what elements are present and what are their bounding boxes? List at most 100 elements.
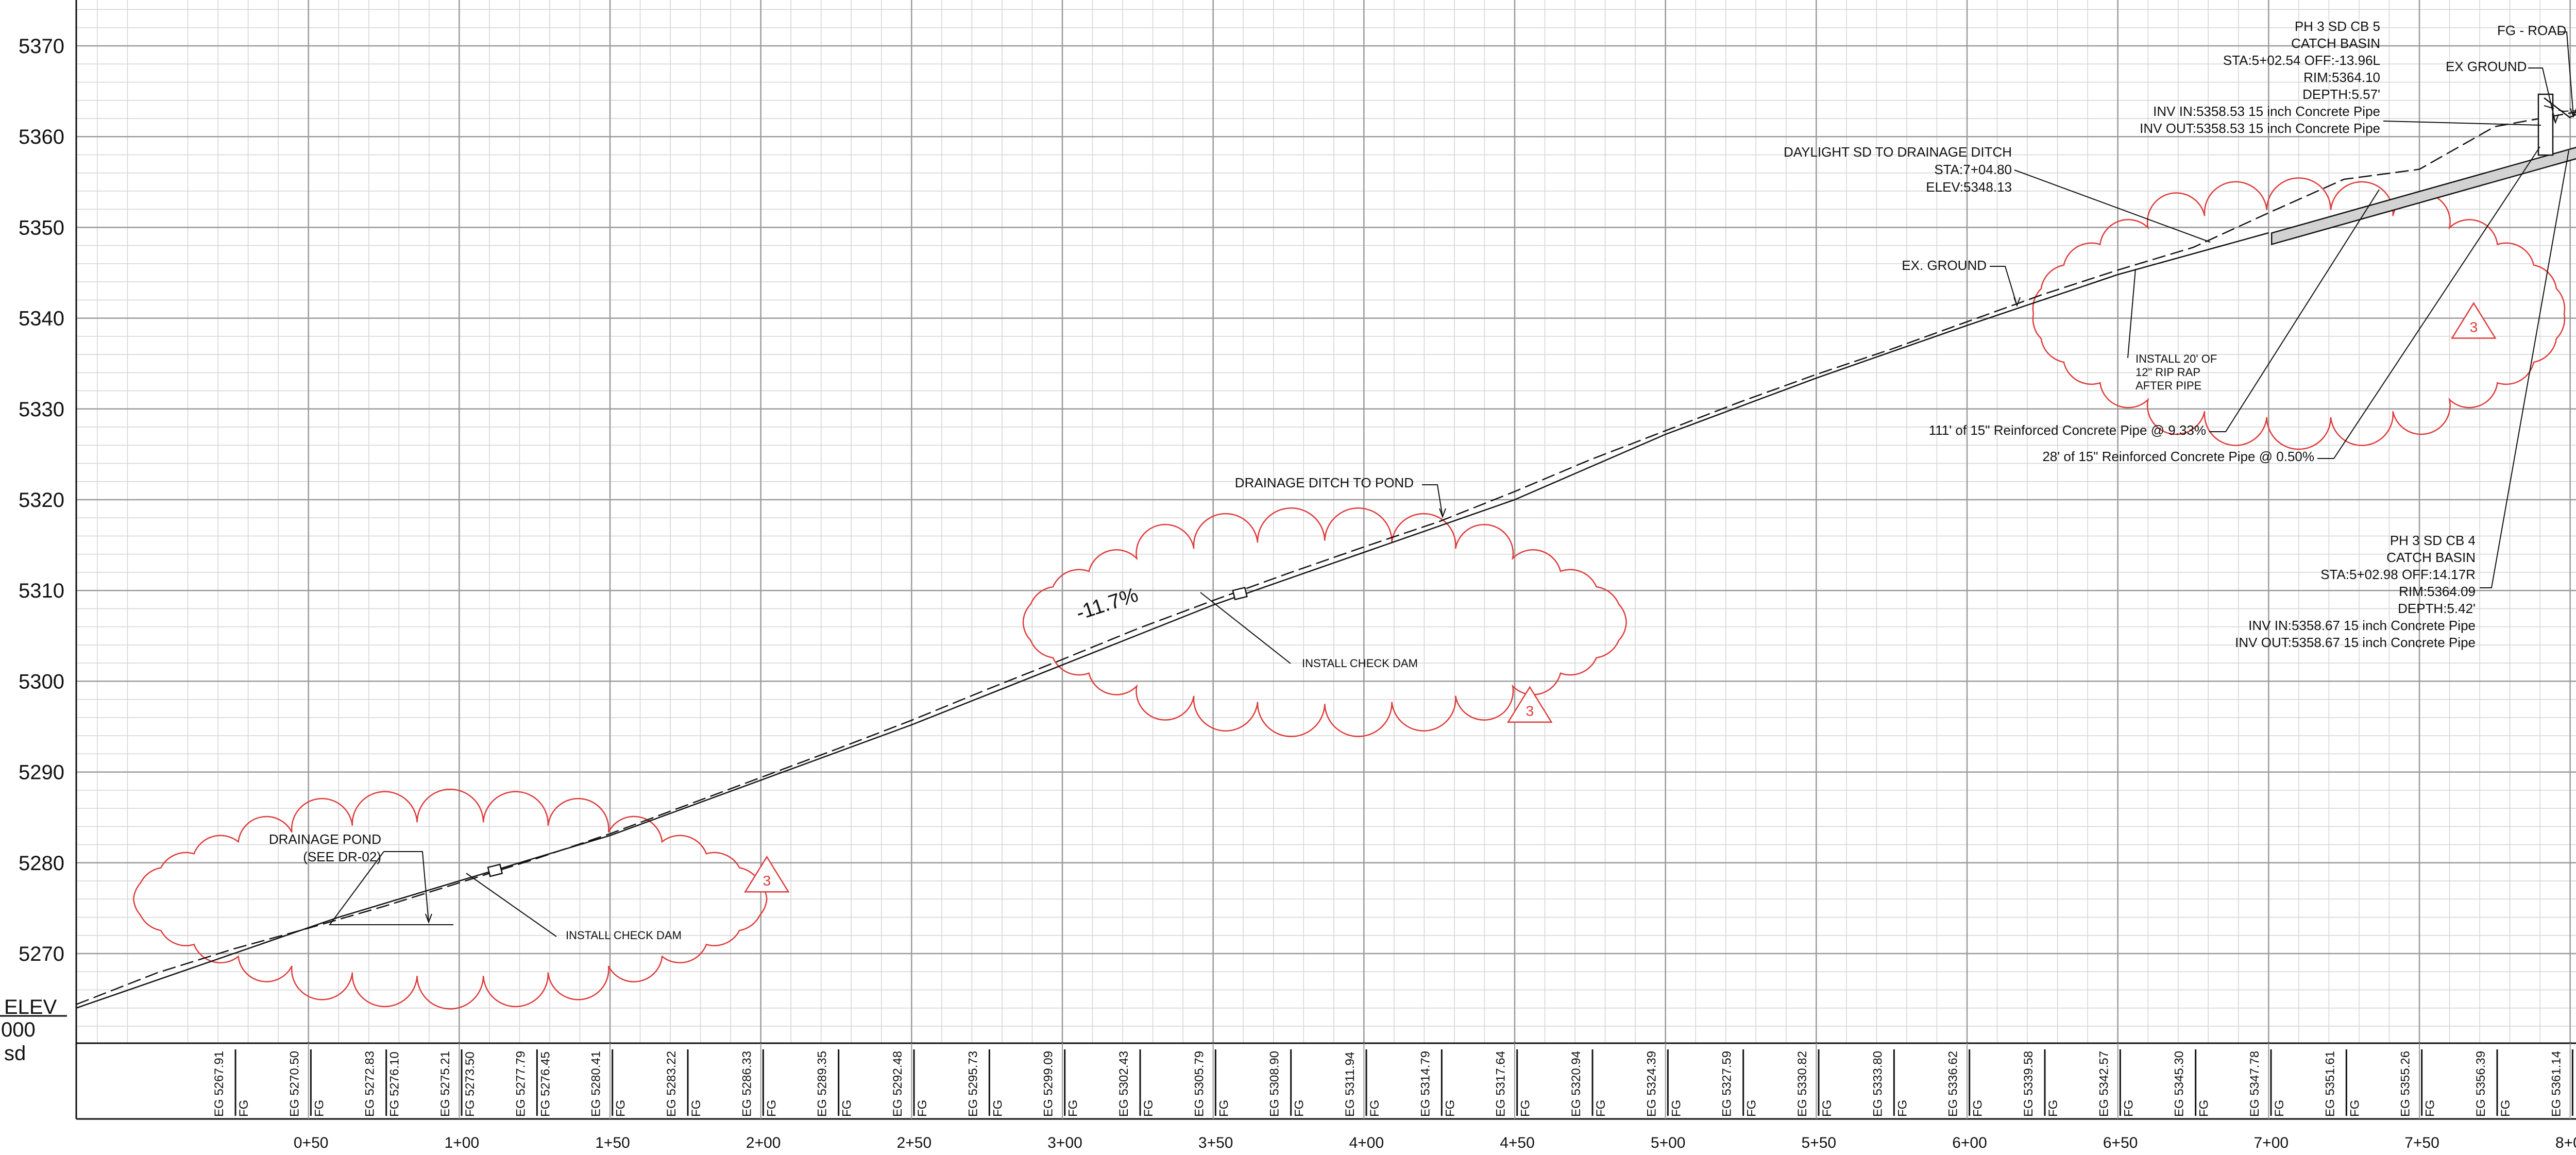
eg-value: EG 5356.39	[2474, 1051, 2488, 1117]
y-side-label-1: 000	[1, 1018, 36, 1041]
revision-number: 3	[1526, 703, 1534, 719]
x-tick-label: 3+00	[1047, 1134, 1082, 1151]
fg-value: FG	[916, 1100, 929, 1117]
fg-value: FG	[2348, 1100, 2362, 1117]
fg-value: FG	[1895, 1100, 1909, 1117]
y-side-label-2: sd	[4, 1042, 26, 1065]
fg-value: FG	[1066, 1100, 1080, 1117]
fg-value: FG	[689, 1100, 703, 1117]
revision-cloud	[132, 788, 768, 1010]
y-tick-label: 5300	[19, 670, 64, 693]
svg-text:INV OUT:5358.67 15 inch Concre: INV OUT:5358.67 15 inch Concrete Pipe	[2235, 635, 2476, 650]
eg-value: EG 5327.59	[1720, 1051, 1734, 1117]
drainage-ditch-label: DRAINAGE DITCH TO POND	[1235, 475, 1414, 490]
svg-text:RIM:5364.10: RIM:5364.10	[2303, 70, 2380, 85]
check-dam-label-2: INSTALL CHECK DAM	[1302, 657, 1418, 670]
eg-value: EG 5289.35	[816, 1051, 829, 1117]
leader-line	[1200, 592, 1291, 664]
fg-value: FG	[1669, 1100, 1683, 1117]
major-grid	[0, 0, 2576, 1119]
x-tick-label: 1+00	[445, 1134, 480, 1151]
fg-value: FG	[1971, 1100, 1985, 1117]
eg-value: EG 5267.91	[212, 1051, 226, 1117]
daylight-label: DAYLIGHT SD TO DRAINAGE DITCH	[1784, 144, 2012, 160]
y-tick-label: 5370	[19, 35, 64, 58]
leader-line	[2528, 67, 2556, 123]
fg-value: FG	[1217, 1100, 1231, 1117]
revision-clouds	[132, 177, 2566, 1010]
x-tick-label: 6+50	[2103, 1134, 2138, 1151]
y-axis-label: ELEV	[4, 996, 57, 1018]
eg-value: EG 5345.30	[2173, 1051, 2187, 1117]
eg-value: EG 5305.79	[1192, 1051, 1206, 1117]
fg-value: FG	[765, 1100, 778, 1117]
eg-value: EG 5324.39	[1645, 1051, 1658, 1117]
leader-lines	[329, 31, 2576, 937]
cb4-label-block: PH 3 SD CB 4 CATCH BASIN STA:5+02.98 OFF…	[2235, 533, 2476, 650]
fg-value: FG	[1293, 1100, 1307, 1117]
eg-value: EG 5361.14	[2549, 1051, 2563, 1117]
pipe-label-2: 28' of 15" Reinforced Concrete Pipe @ 0.…	[2042, 449, 2314, 464]
ex-ground-top-label: EX GROUND	[2446, 59, 2527, 74]
fg-value: FG	[1745, 1100, 1759, 1117]
daylight-station: STA:7+04.80	[1934, 162, 2012, 177]
y-tick-label: 5270	[19, 943, 64, 965]
eg-value: EG 5308.90	[1268, 1051, 1282, 1117]
svg-text:DEPTH:5.57': DEPTH:5.57'	[2302, 87, 2380, 102]
svg-text:INV OUT:5358.53 15 inch Concre: INV OUT:5358.53 15 inch Concrete Pipe	[2140, 121, 2380, 136]
leader-line	[2480, 150, 2569, 588]
daylight-elevation: ELEV:5348.13	[1926, 179, 2012, 195]
leader-line	[2383, 121, 2541, 126]
rip-rap-line-2: 12" RIP RAP	[2136, 366, 2200, 379]
eg-value: EG 5330.82	[1795, 1051, 1809, 1117]
eg-value: EG 5299.09	[1042, 1051, 1056, 1117]
leader-arrowhead	[2552, 114, 2559, 124]
check-dam-symbol	[487, 863, 503, 877]
leader-line	[2209, 189, 2380, 432]
rip-rap-line-3: AFTER PIPE	[2136, 379, 2201, 392]
x-tick-label: 7+50	[2404, 1134, 2439, 1151]
revision-number: 3	[763, 873, 771, 889]
x-tick-label: 6+00	[1952, 1134, 1987, 1151]
drainage-pond-ref: (SEE DR-02)	[303, 849, 381, 864]
eg-value: EG 5317.64	[1494, 1051, 1508, 1117]
x-tick-label: 7+00	[2254, 1134, 2289, 1151]
pipe-segment	[2270, 146, 2576, 245]
x-tick-label: 5+50	[1802, 1134, 1837, 1151]
fg-value: FG	[614, 1100, 628, 1117]
cb5-label-block: PH 3 SD CB 5 CATCH BASIN STA:5+02.54 OFF…	[2140, 19, 2380, 136]
eg-value: EG 5292.48	[891, 1051, 905, 1117]
leader-line	[2127, 268, 2136, 359]
leader-line	[384, 851, 429, 923]
leader-arrowhead	[425, 913, 432, 924]
fg-value: FG	[312, 1100, 326, 1117]
fg-value: FG	[2122, 1100, 2136, 1117]
y-tick-label: 5360	[19, 126, 64, 148]
x-tick-label: 2+50	[897, 1134, 932, 1151]
leader-line	[2014, 169, 2211, 243]
revision-cloud	[2032, 177, 2566, 450]
eg-value: EG 5320.94	[1569, 1051, 1583, 1117]
eg-value: EG 5342.57	[2097, 1051, 2111, 1117]
eg-value: EG 5277.79	[514, 1051, 528, 1117]
y-tick-label: 5280	[19, 852, 64, 875]
svg-text:INV IN:5358.67 15 inch Concret: INV IN:5358.67 15 inch Concrete Pipe	[2248, 618, 2476, 633]
x-tick-label: 1+50	[595, 1134, 630, 1151]
fg-value: FG	[1368, 1100, 1382, 1117]
x-axis-ticks: 0+50 1+00 1+50 2+00 2+50 3+00 3+50 4+00 4+50 5+00…	[294, 1134, 2576, 1151]
fg-value: FG	[840, 1100, 854, 1117]
eg-value: EG 5333.80	[1871, 1051, 1885, 1117]
leader-line	[466, 873, 557, 937]
ex-ground-label: EX. GROUND	[1902, 258, 1987, 273]
fg-value: FG	[1820, 1100, 1834, 1117]
fg-value: FG	[1443, 1100, 1457, 1117]
eg-value: EG 5286.33	[740, 1051, 754, 1117]
fg-value: FG	[2574, 1100, 2576, 1117]
fg-value: FG	[2424, 1100, 2437, 1117]
leader-line	[2558, 31, 2574, 117]
y-tick-label: 5320	[19, 489, 64, 512]
leader-line	[329, 851, 453, 925]
fg-value: FG	[237, 1100, 251, 1117]
revision-triangles: 3 3 3	[744, 302, 2497, 893]
